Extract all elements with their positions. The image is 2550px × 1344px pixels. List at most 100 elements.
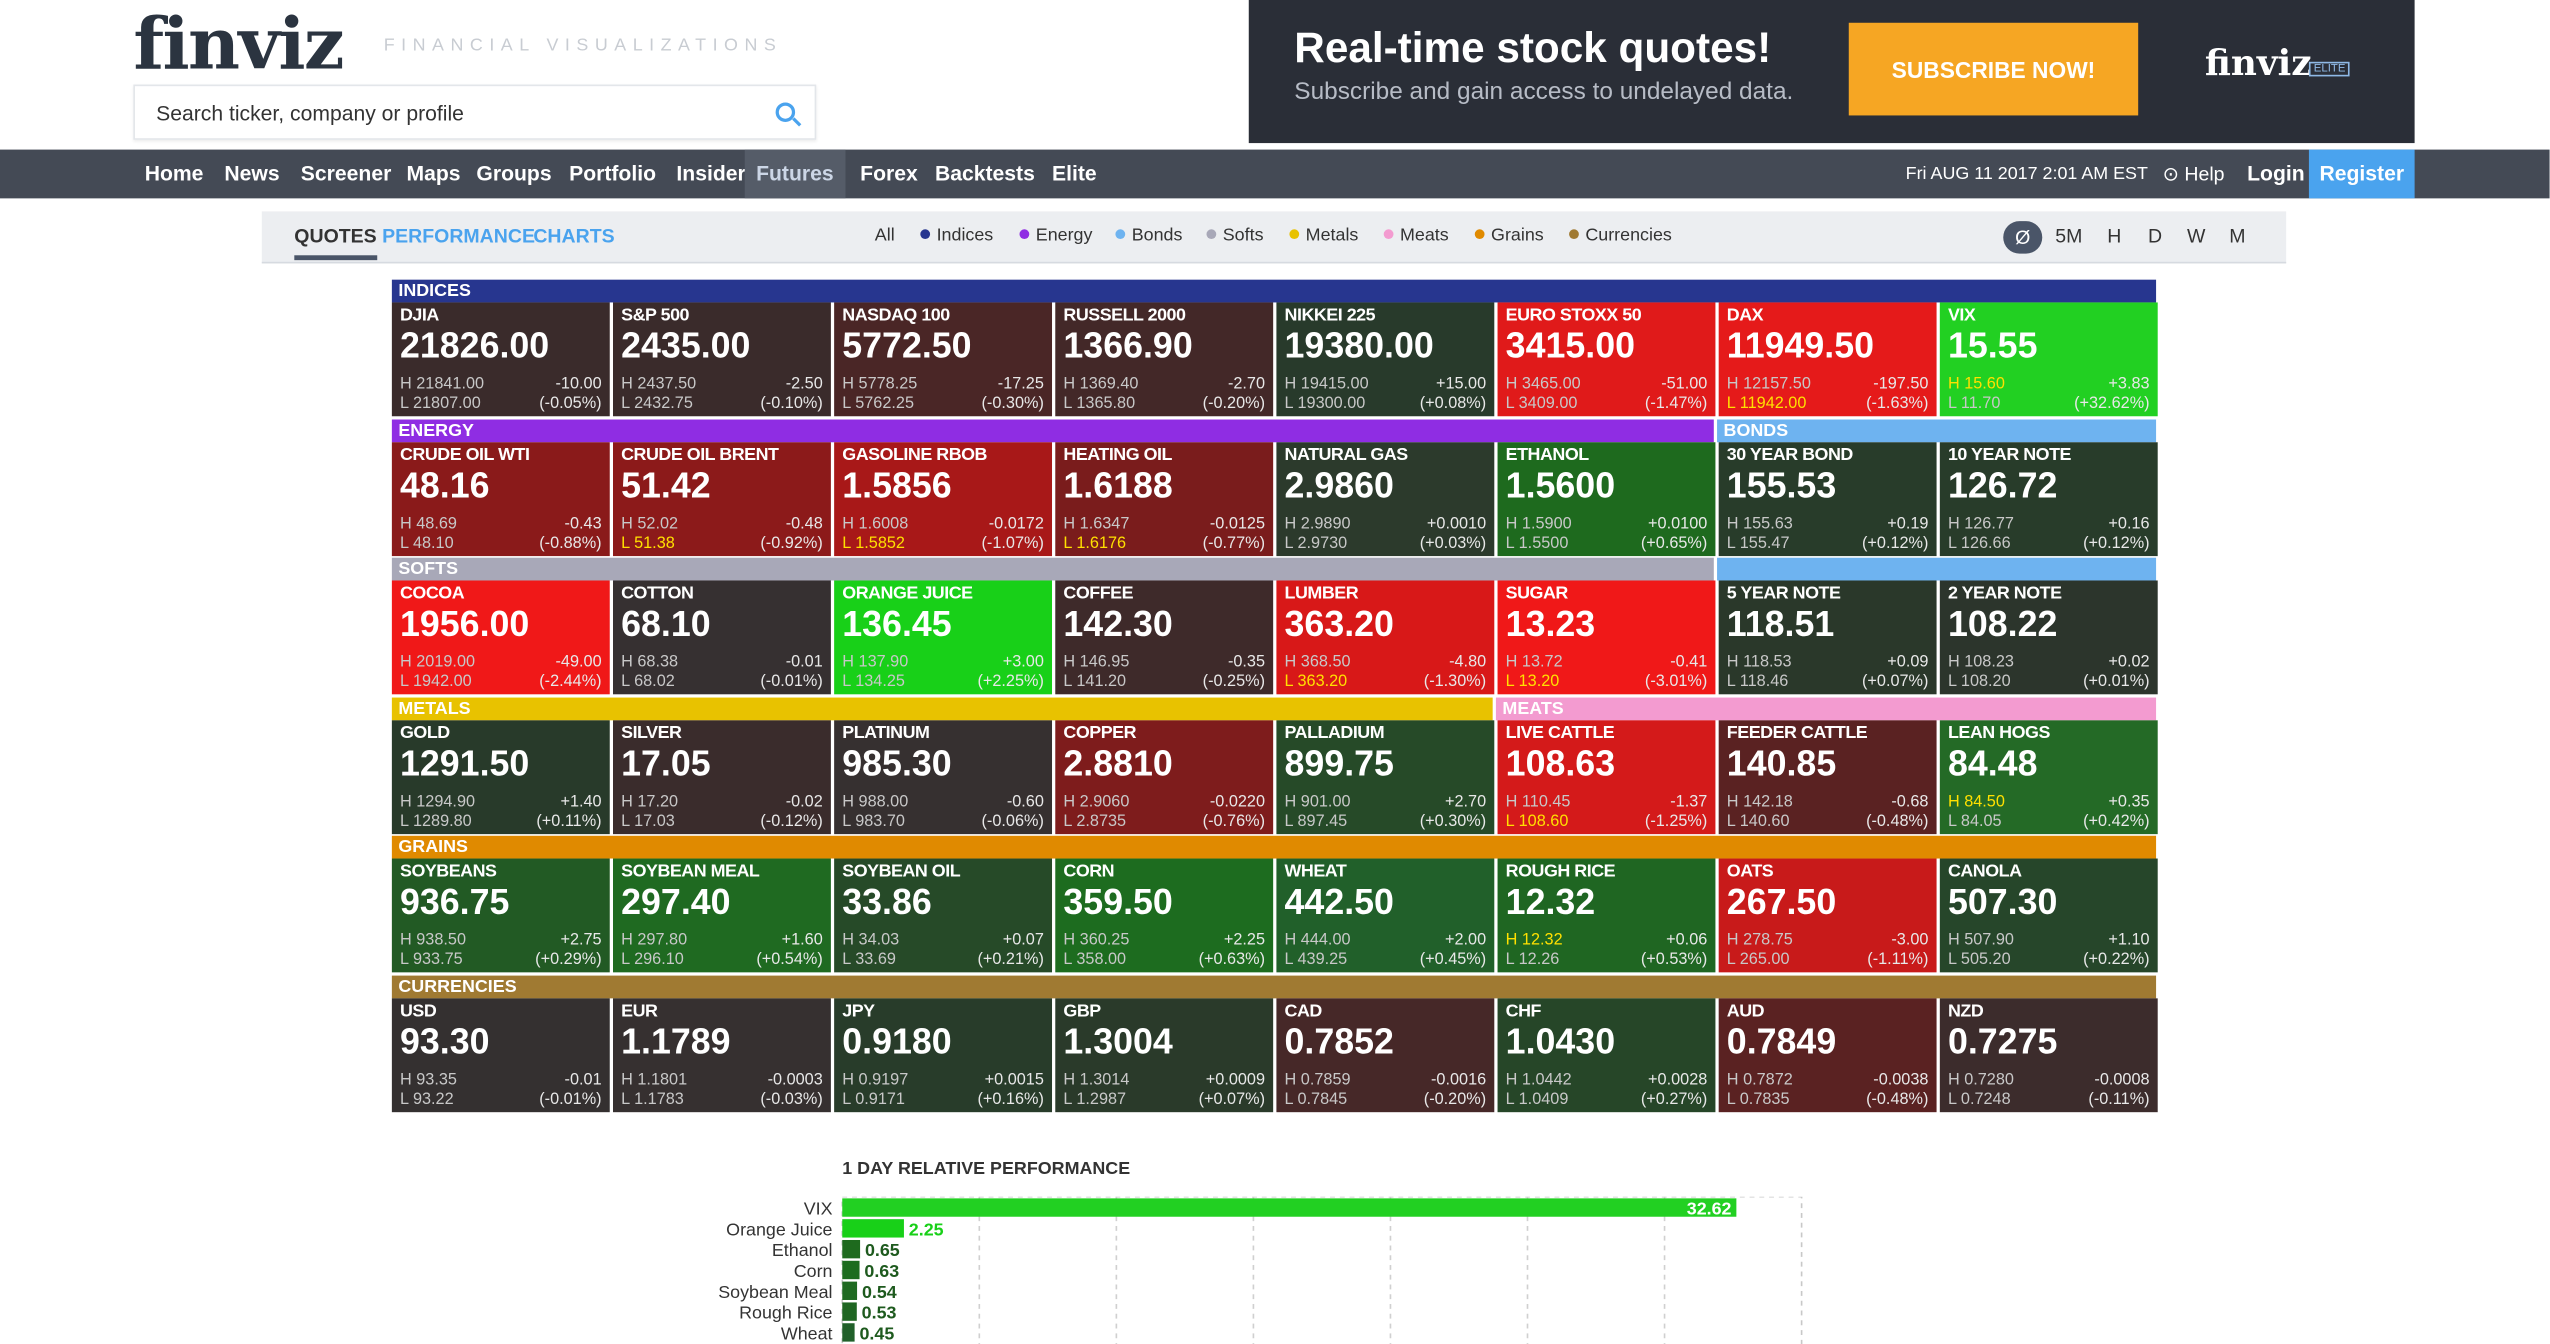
quote-tile-soybean-oil[interactable]: SOYBEAN OIL 33.86 H 34.03 L 33.69 +0.07 (+0.2… bbox=[834, 858, 1053, 973]
quote-tile-aud[interactable]: AUD 0.7849 H 0.7872 L 0.7835 -0.0038 (-0.48%) bbox=[1718, 998, 1937, 1113]
group-header-meats[interactable]: MEATS bbox=[1495, 697, 2157, 721]
chart-bar[interactable] bbox=[842, 1281, 858, 1300]
login-link[interactable]: Login bbox=[2247, 160, 2305, 186]
timeframe-d[interactable]: D bbox=[2147, 224, 2163, 248]
quote-tile-canola[interactable]: CANOLA 507.30 H 507.90 L 505.20 +1.10 (+0.22%… bbox=[1939, 858, 2158, 973]
quote-tile-nasdaq-100[interactable]: NASDAQ 100 5772.50 H 5778.25 L 5762.25 -17.2… bbox=[834, 302, 1053, 417]
finviz-logo[interactable]: finviz bbox=[133, 3, 344, 87]
quote-tile-feeder-cattle[interactable]: FEEDER CATTLE 140.85 H 142.18 L 140.60 -0.68… bbox=[1718, 720, 1937, 835]
quote-tile-usd[interactable]: USD 93.30 H 93.35 L 93.22 -0.01 (-0.01%) bbox=[391, 998, 610, 1113]
nav-forex[interactable]: Forex bbox=[860, 160, 918, 186]
chart-bar[interactable] bbox=[842, 1323, 855, 1342]
filter-all[interactable]: All bbox=[874, 226, 895, 246]
quote-tile-euro-stoxx-50[interactable]: EURO STOXX 50 3415.00 H 3465.00 L 3409.00 -5… bbox=[1497, 302, 1716, 417]
nav-insider[interactable]: Insider bbox=[676, 160, 746, 186]
quote-tile-vix[interactable]: VIX 15.55 H 15.60 L 11.70 +3.83 (+32.62%) bbox=[1939, 302, 2158, 417]
quote-tile-chf[interactable]: CHF 1.0430 H 1.0442 L 1.0409 +0.0028 (+0.27%) bbox=[1497, 998, 1716, 1113]
quote-tile-10-year-note[interactable]: 10 YEAR NOTE 126.72 H 126.77 L 126.66 +0.16(… bbox=[1939, 442, 2158, 557]
quote-tile-palladium[interactable]: PALLADIUM 899.75 H 901.00 L 897.45 +2.70 (+0.… bbox=[1276, 720, 1495, 835]
tab-performance[interactable]: PERFORMANCE bbox=[382, 224, 535, 248]
chart-bar[interactable] bbox=[842, 1260, 860, 1280]
group-header-indices[interactable]: INDICES bbox=[391, 279, 2157, 303]
nav-screener[interactable]: Screener bbox=[300, 160, 392, 186]
quote-tile-lumber[interactable]: LUMBER 363.20 H 368.50 L 363.20 -4.80 (-1.30%… bbox=[1276, 580, 1495, 695]
filter-currencies[interactable]: Currencies bbox=[1569, 226, 1672, 246]
nav-backtests[interactable]: Backtests bbox=[934, 160, 1035, 186]
chart-bar[interactable] bbox=[842, 1219, 904, 1238]
subscribe-now-button[interactable]: SUBSCRIBE NOW! bbox=[1848, 22, 2139, 116]
filter-metals[interactable]: Metals bbox=[1289, 226, 1358, 246]
quote-tile-cotton[interactable]: COTTON 68.10 H 68.38 L 68.02 -0.01 (-0.01%) bbox=[613, 580, 831, 695]
quote-tile-corn[interactable]: CORN 359.50 H 360.25 L 358.00 +2.25 (+0.63%) bbox=[1055, 858, 1274, 973]
filter-bonds[interactable]: Bonds bbox=[1115, 226, 1182, 246]
nav-portfolio[interactable]: Portfolio bbox=[569, 160, 656, 186]
quote-tile-rough-rice[interactable]: ROUGH RICE 12.32 H 12.32 L 12.26 +0.06 (+0.53… bbox=[1497, 858, 1716, 973]
quote-tile-natural-gas[interactable]: NATURAL GAS 2.9860 H 2.9890 L 2.9730 +0.0010… bbox=[1276, 442, 1495, 557]
quote-tile-gasoline-rbob[interactable]: GASOLINE RBOB 1.5856 H 1.6008 L 1.5852 -0.01… bbox=[834, 442, 1053, 557]
quote-tile-heating-oil[interactable]: HEATING OIL 1.6188 H 1.6347 L 1.6176 -0.0125… bbox=[1055, 442, 1274, 557]
filter-energy[interactable]: Energy bbox=[1019, 226, 1092, 246]
quote-tile-live-cattle[interactable]: LIVE CATTLE 108.63 H 110.45 L 108.60 -1.37 (-… bbox=[1497, 720, 1716, 835]
quote-tile-soybean-meal[interactable]: SOYBEAN MEAL 297.40 H 297.80 L 296.10 +1.60(… bbox=[613, 858, 831, 973]
timeframe-w[interactable]: W bbox=[2186, 224, 2206, 248]
search-box[interactable] bbox=[133, 84, 817, 140]
filter-grains[interactable]: Grains bbox=[1474, 226, 1544, 246]
nav-home[interactable]: Home bbox=[144, 160, 204, 186]
tab-quotes[interactable]: QUOTES bbox=[294, 224, 377, 261]
quote-tile-wheat[interactable]: WHEAT 442.50 H 444.00 L 439.25 +2.00 (+0.45%) bbox=[1276, 858, 1495, 973]
quote-tile-5-year-note[interactable]: 5 YEAR NOTE 118.51 H 118.53 L 118.46 +0.09 (+… bbox=[1718, 580, 1937, 695]
nav-maps[interactable]: Maps bbox=[406, 160, 461, 186]
quote-tile-coffee[interactable]: COFFEE 142.30 H 146.95 L 141.20 -0.35 (-0.25%… bbox=[1055, 580, 1274, 695]
filter-meats[interactable]: Meats bbox=[1383, 226, 1449, 246]
quote-tile-eur[interactable]: EUR 1.1789 H 1.1801 L 1.1783 -0.0003 (-0.03%) bbox=[613, 998, 831, 1113]
quote-tile-cocoa[interactable]: COCOA 1956.00 H 2019.00 L 1942.00 -49.00 (-2.… bbox=[391, 580, 610, 695]
nav-elite[interactable]: Elite bbox=[1052, 160, 1097, 186]
nav-help[interactable]: ⊙ Help bbox=[2162, 162, 2225, 186]
quote-tile-copper[interactable]: COPPER 2.8810 H 2.9060 L 2.8735 -0.0220 (-0.7… bbox=[1055, 720, 1274, 835]
chart-bar[interactable] bbox=[842, 1239, 861, 1259]
filter-softs[interactable]: Softs bbox=[1206, 226, 1264, 246]
group-header-energy[interactable]: ENERGY bbox=[391, 419, 1714, 443]
quote-tile-crude-oil-wti[interactable]: CRUDE OIL WTI 48.16 H 48.69 L 48.10 -0.43 (-0… bbox=[391, 442, 610, 557]
quote-tile-djia[interactable]: DJIA 21826.00 H 21841.00 L 21807.00 -10.00 (-… bbox=[391, 302, 610, 417]
quote-tile-sugar[interactable]: SUGAR 13.23 H 13.72 L 13.20 -0.41 (-3.01%) bbox=[1497, 580, 1716, 695]
quote-tile-russell-2000[interactable]: RUSSELL 2000 1366.90 H 1369.40 L 1365.80 -2.… bbox=[1055, 302, 1274, 417]
quote-tile-gold[interactable]: GOLD 1291.50 H 1294.90 L 1289.80 +1.40 (+0.11… bbox=[391, 720, 610, 835]
register-button[interactable]: Register bbox=[2308, 149, 2415, 199]
nav-news[interactable]: News bbox=[224, 160, 280, 186]
chart-bar[interactable] bbox=[842, 1302, 857, 1321]
group-header-currencies[interactable]: CURRENCIES bbox=[391, 975, 2157, 999]
quote-tile-30-year-bond[interactable]: 30 YEAR BOND 155.53 H 155.63 L 155.47 +0.19(… bbox=[1718, 442, 1937, 557]
quote-tile-nzd[interactable]: NZD 0.7275 H 0.7280 L 0.7248 -0.0008 (-0.11%) bbox=[1939, 998, 2158, 1113]
quote-tile-nikkei-225[interactable]: NIKKEI 225 19380.00 H 19415.00 L 19300.00 +1… bbox=[1276, 302, 1495, 417]
quote-tile-2-year-note[interactable]: 2 YEAR NOTE 108.22 H 108.23 L 108.20 +0.02 (+… bbox=[1939, 580, 2158, 695]
chart-bar[interactable] bbox=[842, 1198, 1737, 1217]
quote-tile-lean-hogs[interactable]: LEAN HOGS 84.48 H 84.50 L 84.05 +0.35 (+0.42%… bbox=[1939, 720, 2158, 835]
group-header-bonds[interactable] bbox=[1717, 557, 2157, 581]
timeframe-none[interactable]: Ø bbox=[2003, 221, 2043, 254]
ad-banner[interactable]: Real-time stock quotes! Subscribe and ga… bbox=[1248, 0, 2415, 144]
group-header-bonds[interactable]: BONDS bbox=[1717, 419, 2157, 443]
tab-charts[interactable]: CHARTS bbox=[533, 224, 615, 248]
timeframe-h[interactable]: H bbox=[2107, 224, 2122, 248]
group-header-softs[interactable]: SOFTS bbox=[391, 557, 1714, 581]
quote-tile-silver[interactable]: SILVER 17.05 H 17.20 L 17.03 -0.02 (-0.12%) bbox=[613, 720, 831, 835]
timeframe-5m[interactable]: 5M bbox=[2055, 224, 2083, 248]
filter-indices[interactable]: Indices bbox=[920, 226, 993, 246]
quote-tile-gbp[interactable]: GBP 1.3004 H 1.3014 L 1.2987 +0.0009 (+0.07%) bbox=[1055, 998, 1274, 1113]
nav-groups[interactable]: Groups bbox=[476, 160, 552, 186]
quote-tile-orange-juice[interactable]: ORANGE JUICE 136.45 H 137.90 L 134.25 +3.00(… bbox=[834, 580, 1053, 695]
nav-futures[interactable]: Futures bbox=[744, 149, 845, 199]
timeframe-m[interactable]: M bbox=[2229, 224, 2246, 248]
quote-tile-soybeans[interactable]: SOYBEANS 936.75 H 938.50 L 933.75 +2.75 (+0.2… bbox=[391, 858, 610, 973]
quote-tile-cad[interactable]: CAD 0.7852 H 0.7859 L 0.7845 -0.0016 (-0.20%) bbox=[1276, 998, 1495, 1113]
quote-tile-dax[interactable]: DAX 11949.50 H 12157.50 L 11942.00 -197.50 (-… bbox=[1718, 302, 1937, 417]
group-header-grains[interactable]: GRAINS bbox=[391, 835, 2157, 859]
search-icon[interactable] bbox=[775, 102, 796, 122]
quote-tile-ethanol[interactable]: ETHANOL 1.5600 H 1.5900 L 1.5500 +0.0100 (+0.… bbox=[1497, 442, 1716, 557]
quote-tile-crude-oil-brent[interactable]: CRUDE OIL BRENT 51.42 H 52.02 L 51.38 -0.48(… bbox=[613, 442, 831, 557]
quote-tile-oats[interactable]: OATS 267.50 H 278.75 L 265.00 -3.00 (-1.11%) bbox=[1718, 858, 1937, 973]
quote-tile-jpy[interactable]: JPY 0.9180 H 0.9197 L 0.9171 +0.0015 (+0.16%) bbox=[834, 998, 1053, 1113]
search-input[interactable] bbox=[134, 86, 737, 139]
group-header-metals[interactable]: METALS bbox=[391, 697, 1493, 721]
